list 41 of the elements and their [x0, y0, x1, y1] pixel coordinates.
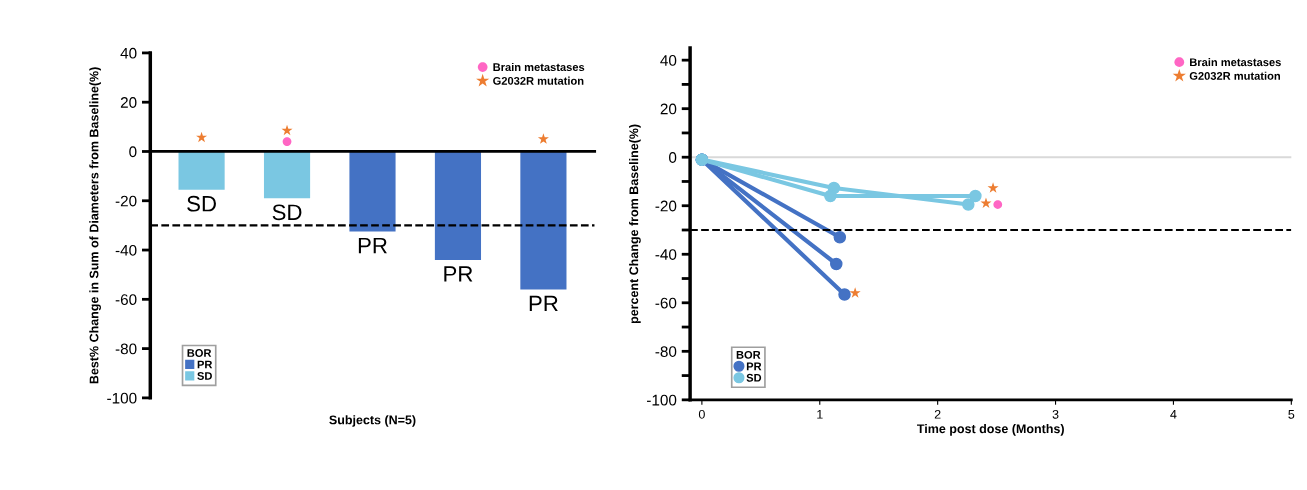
y-tick-label: 0	[129, 146, 137, 158]
legend-label: SD	[746, 373, 762, 382]
data-label: PR	[529, 295, 558, 312]
y-tick-label: -40	[115, 244, 137, 256]
data-label: SD	[187, 195, 216, 212]
x-tick-label: 0	[698, 409, 705, 419]
legend-label: SD	[197, 372, 212, 380]
data-label: SD	[272, 204, 302, 221]
y-tick-label: 20	[120, 97, 137, 108]
legend-label: Brain metastases	[1190, 58, 1281, 67]
y-tick-label: 20	[660, 103, 677, 115]
y-tick-label: -20	[115, 195, 137, 207]
y-tick-label: -80	[655, 346, 677, 357]
x-tick-label: 2	[934, 409, 941, 419]
data-label: PR	[358, 237, 387, 254]
legend-label: G2032R mutation	[493, 76, 584, 85]
y-tick-label: -100	[107, 392, 137, 404]
y-tick-label: 0	[669, 152, 677, 163]
y-tick-label: -80	[115, 343, 137, 355]
legend-label: G2032R mutation	[1189, 71, 1280, 80]
x-tick-label: 5	[1288, 410, 1295, 419]
x-axis-title: Subjects (N=5)	[329, 415, 416, 427]
y-tick-label: -60	[655, 297, 677, 309]
y-tick-label: -60	[115, 294, 137, 306]
y-tick-label: -40	[655, 249, 677, 260]
y-tick-label: -100	[647, 394, 677, 406]
x-axis-title: Time post dose (Months)	[917, 423, 1064, 436]
y-axis-title: percent Change from Baseline(%)	[629, 124, 641, 324]
legend-label: PR	[746, 362, 762, 371]
x-tick-label: 3	[1052, 409, 1059, 419]
y-tick-label: 40	[120, 47, 137, 59]
legend-title: BOR	[736, 350, 761, 359]
y-tick-label: -20	[655, 200, 677, 212]
legend-title: BOR	[187, 349, 212, 357]
y-axis-title: Best% Change in Sum of Diameters from Baseline(%)	[89, 67, 101, 384]
legend-label: PR	[197, 360, 213, 369]
legend-label: Brain metastases	[493, 62, 585, 72]
data-label: PR	[444, 266, 473, 282]
x-tick-label: 1	[817, 410, 823, 419]
x-tick-label: 4	[1170, 410, 1177, 419]
y-tick-label: 40	[660, 55, 677, 66]
